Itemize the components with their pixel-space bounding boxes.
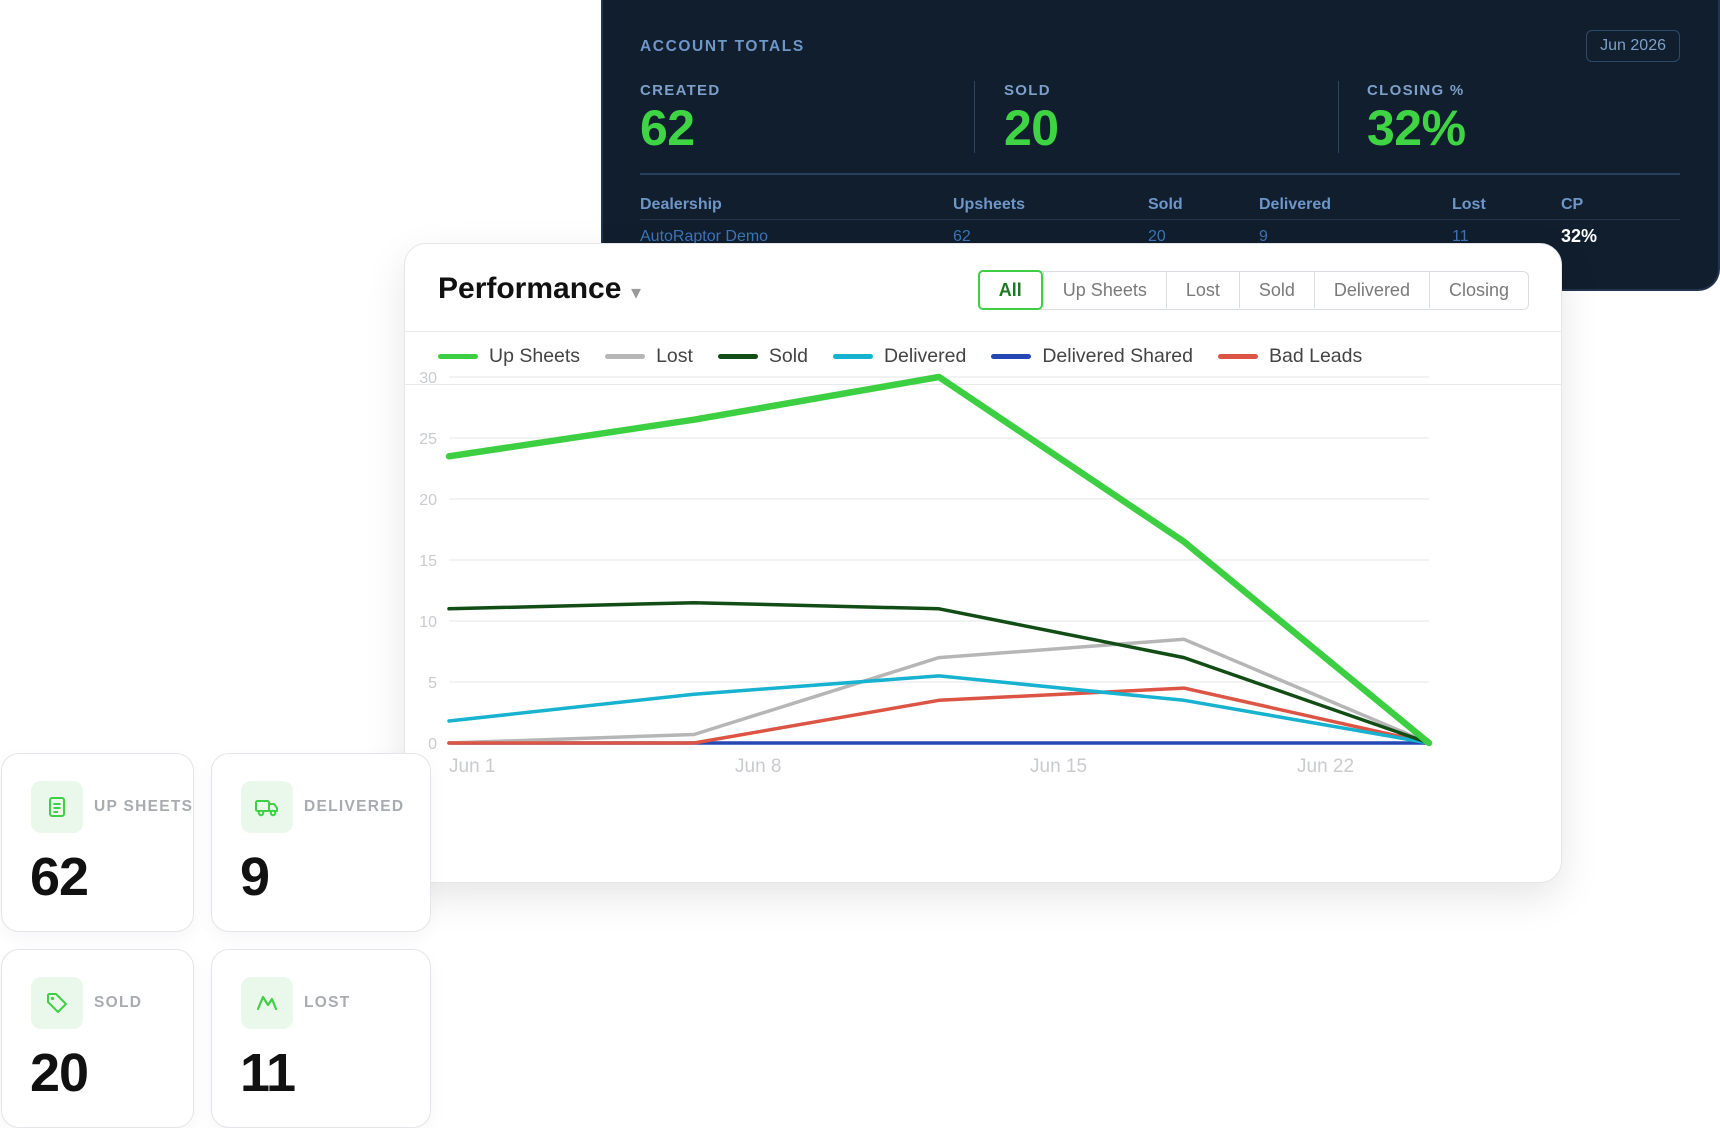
stat-value: 62 (640, 100, 695, 156)
stat-label: SOLD (1004, 82, 1051, 99)
divider (405, 384, 1561, 385)
col-delivered[interactable]: Delivered (1259, 196, 1332, 213)
divider (640, 219, 1680, 220)
stat-label: CREATED (640, 82, 721, 99)
legend-item[interactable]: Lost (605, 345, 693, 368)
tile-sold[interactable]: SOLD 20 (1, 949, 194, 1128)
cell-lost: 11 (1452, 228, 1469, 245)
legend-swatch (605, 354, 646, 359)
tile-value: 62 (30, 847, 89, 907)
stat-sold: SOLD 20 (1004, 82, 1059, 153)
y-tick-label: 5 (428, 675, 437, 692)
col-cp[interactable]: CP (1561, 196, 1584, 213)
account-totals-panel: ACCOUNT TOTALS Jun 2026 CREATED 62 SOLD … (601, 0, 1720, 291)
x-tick-label: Jun 15 (1030, 756, 1087, 777)
period-selector[interactable]: Jun 2026 (1586, 30, 1680, 62)
performance-card: Performance ▾ All Up Sheets Lost Sold De… (404, 243, 1562, 883)
account-totals-title: ACCOUNT TOTALS (640, 38, 805, 55)
y-tick-label: 10 (419, 614, 437, 631)
tile-label: UP SHEETS (94, 798, 194, 816)
legend-label: Lost (656, 345, 693, 367)
chevron-down-icon[interactable]: ▾ (631, 282, 642, 304)
series-line-up-sheets (445, 373, 1433, 747)
tile-delivered[interactable]: DELIVERED 9 (211, 753, 431, 932)
performance-line-chart: 0 5 10 15 20 25 30 Jun 1 Jun 8 Jun 15 Jun 22 (419, 370, 1433, 777)
legend-item[interactable]: Bad Leads (1218, 345, 1362, 368)
tile-value: 11 (240, 1043, 296, 1103)
y-tick-label: 0 (428, 736, 437, 753)
legend-swatch (1218, 354, 1258, 359)
series-line-sold (447, 600, 1431, 745)
series-line-lost (447, 637, 1431, 745)
legend-label: Delivered Shared (1042, 345, 1193, 367)
filter-tabs: All Up Sheets Lost Sold Delivered Closin… (977, 270, 1529, 310)
col-lost[interactable]: Lost (1452, 196, 1486, 213)
legend-label: Bad Leads (1269, 345, 1363, 367)
divider (1338, 81, 1339, 153)
truck-icon (241, 781, 293, 833)
tab-lost[interactable]: Lost (1165, 272, 1239, 308)
series-line-delivered (447, 674, 1431, 745)
cell-cp: 32% (1561, 226, 1598, 246)
stat-label: CLOSING % (1367, 82, 1465, 99)
stat-created: CREATED 62 (640, 82, 721, 153)
legend-swatch (832, 354, 873, 359)
legend-item[interactable]: Delivered Shared (991, 345, 1193, 368)
cell-upsheets: 62 (953, 228, 971, 245)
y-tick-label: 25 (419, 431, 437, 448)
divider (640, 173, 1680, 175)
tile-label: LOST (304, 994, 351, 1012)
legend-swatch (991, 354, 1032, 359)
tab-up-sheets[interactable]: Up Sheets (1042, 272, 1166, 308)
tile-label: DELIVERED (304, 798, 405, 816)
performance-title[interactable]: Performance (438, 272, 622, 305)
document-icon (31, 781, 83, 833)
divider (405, 331, 1561, 332)
tile-value: 9 (240, 847, 270, 907)
legend-swatch (438, 354, 478, 359)
cell-delivered: 9 (1259, 228, 1268, 245)
legend-swatch (717, 354, 758, 359)
divider (974, 81, 975, 153)
y-tick-label: 20 (419, 492, 437, 509)
legend-item[interactable]: Up Sheets (438, 345, 580, 368)
y-tick-label: 15 (419, 553, 437, 570)
trend-down-icon (241, 977, 293, 1029)
x-tick-label: Jun 1 (449, 756, 495, 777)
tab-closing[interactable]: Closing (1428, 272, 1528, 308)
y-tick-label: 30 (419, 370, 437, 387)
tab-delivered[interactable]: Delivered (1313, 272, 1429, 308)
legend-item[interactable]: Delivered (832, 345, 967, 368)
legend-label: Sold (768, 345, 808, 367)
tile-lost[interactable]: LOST 11 (211, 949, 431, 1128)
tab-sold[interactable]: Sold (1238, 272, 1314, 308)
tag-icon (31, 977, 83, 1029)
x-tick-label: Jun 8 (735, 756, 781, 777)
stat-value: 20 (1004, 100, 1059, 156)
table-header: Dealership Upsheets Sold Delivered Lost … (640, 196, 1680, 220)
x-tick-label: Jun 22 (1297, 756, 1354, 777)
tile-up-sheets[interactable]: UP SHEETS 62 (1, 753, 194, 932)
legend-item[interactable]: Sold (717, 345, 808, 368)
series-line-bad-leads (447, 686, 1431, 745)
tile-label: SOLD (94, 994, 143, 1012)
chart-legend: Up Sheets Lost Sold Delivered Delivered Shar… (438, 345, 1387, 368)
legend-label: Up Sheets (489, 345, 581, 367)
cell-sold: 20 (1148, 228, 1166, 245)
stat-value: 32% (1367, 100, 1466, 156)
legend-label: Delivered (883, 345, 967, 367)
table-row[interactable]: AutoRaptor Demo 62 20 9 11 32% (640, 226, 1680, 252)
col-sold[interactable]: Sold (1148, 196, 1183, 213)
col-dealership[interactable]: Dealership (640, 196, 722, 213)
tab-all[interactable]: All (977, 270, 1043, 310)
col-upsheets[interactable]: Upsheets (953, 196, 1026, 213)
stat-closing: CLOSING % 32% (1367, 82, 1466, 153)
cell-dealership[interactable]: AutoRaptor Demo (640, 228, 769, 245)
tile-value: 20 (30, 1043, 89, 1103)
